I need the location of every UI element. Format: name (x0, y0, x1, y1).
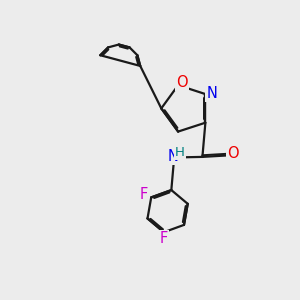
Text: H: H (175, 146, 184, 159)
Text: N: N (167, 148, 178, 164)
Text: F: F (140, 187, 148, 202)
Text: F: F (160, 231, 168, 246)
Text: N: N (206, 86, 218, 101)
Text: O: O (176, 75, 188, 90)
Text: O: O (227, 146, 239, 161)
